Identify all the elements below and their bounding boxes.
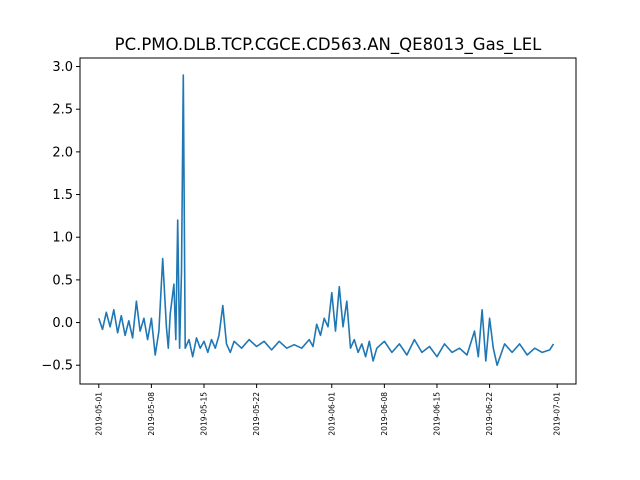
x-tick-label: 2019-06-01 [327,392,336,436]
chart-title: PC.PMO.DLB.TCP.CGCE.CD563.AN_QE8013_Gas_… [115,35,543,55]
x-axis: 2019-05-01 2019-05-08 2019-05-15 2019-05-22… [94,384,562,436]
x-tick-label: 2019-06-15 [432,392,441,436]
plot-frame [79,57,577,385]
x-tick-label: 2019-06-22 [485,392,494,436]
x-tick-label: 2019-07-01 [553,392,562,436]
series-line [98,74,555,366]
y-tick-label: 1.0 [52,231,73,246]
x-tick-label: 2019-05-22 [252,392,261,436]
y-tick-label: −0.5 [41,359,73,374]
x-tick-label: 2019-05-08 [147,392,156,436]
y-tick-label: 0.0 [52,316,73,331]
y-axis: −0.5 0.0 0.5 1.0 1.5 2.0 2.5 3.0 [41,60,80,374]
y-tick-label: 2.5 [52,103,73,118]
y-tick-label: 1.5 [52,188,73,203]
y-tick-label: 3.0 [52,60,73,75]
y-tick-label: 2.0 [52,145,73,160]
x-tick-label: 2019-06-08 [380,392,389,436]
x-tick-label: 2019-05-01 [94,392,103,436]
x-tick-label: 2019-05-15 [200,392,209,436]
y-tick-label: 0.5 [52,273,73,288]
